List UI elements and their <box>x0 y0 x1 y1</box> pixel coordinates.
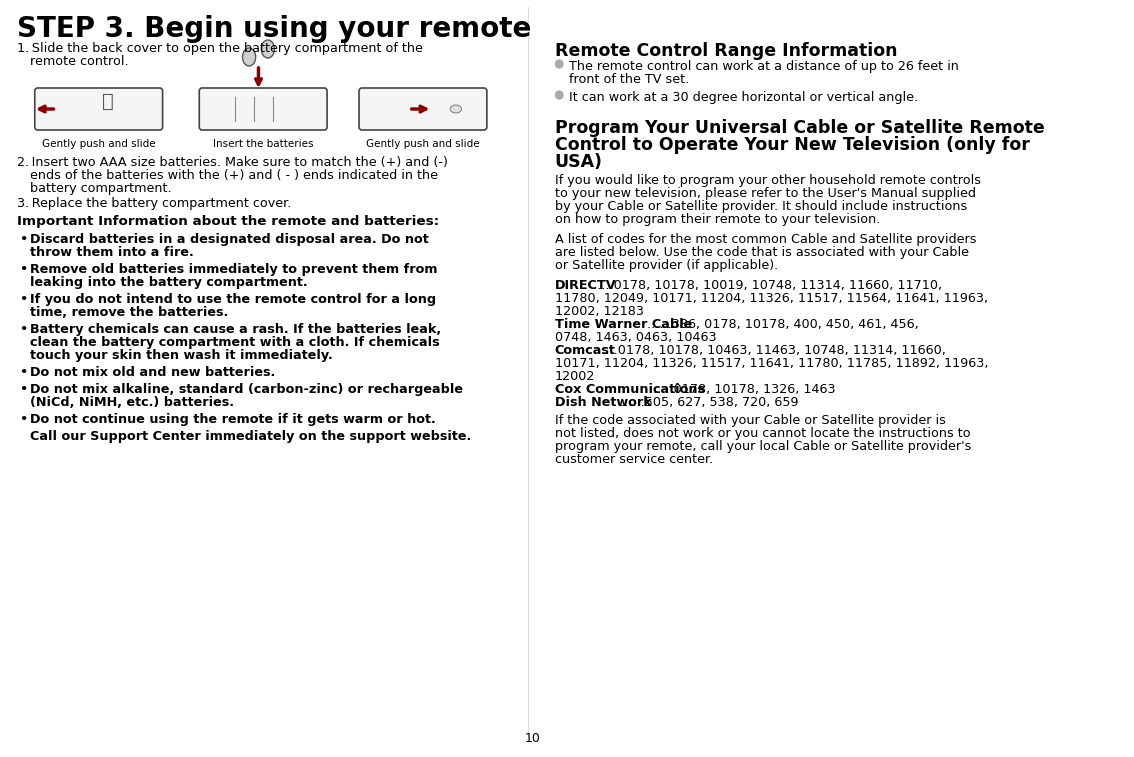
Text: If you do not intend to use the remote control for a long: If you do not intend to use the remote c… <box>31 293 437 306</box>
Text: leaking into the battery compartment.: leaking into the battery compartment. <box>31 276 307 289</box>
Ellipse shape <box>261 40 274 58</box>
Text: Cox Communications: Cox Communications <box>555 383 704 396</box>
Text: program your remote, call your local Cable or Satellite provider's: program your remote, call your local Cab… <box>555 440 971 453</box>
Text: •: • <box>19 233 27 246</box>
Text: •: • <box>19 293 27 306</box>
Text: ......0178, 10178, 10463, 11463, 10748, 11314, 11660,: ......0178, 10178, 10463, 11463, 10748, … <box>593 344 946 357</box>
Text: Dish Network: Dish Network <box>555 396 651 409</box>
Text: Do not continue using the remote if it gets warm or hot.: Do not continue using the remote if it g… <box>31 413 435 426</box>
Text: Remove old batteries immediately to prevent them from: Remove old batteries immediately to prev… <box>31 263 438 276</box>
Text: USA): USA) <box>555 153 602 171</box>
Text: 12002, 12183: 12002, 12183 <box>555 305 643 318</box>
Text: ......505, 627, 538, 720, 659: ......505, 627, 538, 720, 659 <box>620 396 798 409</box>
Text: 0748, 1463, 0463, 10463: 0748, 1463, 0463, 10463 <box>555 331 717 344</box>
Text: •: • <box>19 383 27 396</box>
Text: .....0178, 10178, 1326, 1463: .....0178, 10178, 1326, 1463 <box>653 383 836 396</box>
Text: to your new television, please refer to the User's Manual supplied: to your new television, please refer to … <box>555 187 975 200</box>
Text: 11780, 12049, 10171, 11204, 11326, 11517, 11564, 11641, 11963,: 11780, 12049, 10171, 11204, 11326, 11517… <box>555 292 988 305</box>
Text: ✋: ✋ <box>102 92 113 111</box>
Text: not listed, does not work or you cannot locate the instructions to: not listed, does not work or you cannot … <box>555 427 971 440</box>
Text: STEP 3. Begin using your remote: STEP 3. Begin using your remote <box>17 15 532 43</box>
Text: Do not mix old and new batteries.: Do not mix old and new batteries. <box>31 366 276 379</box>
Text: remote control.: remote control. <box>31 55 128 68</box>
Text: throw them into a fire.: throw them into a fire. <box>31 246 194 259</box>
Text: •: • <box>19 366 27 379</box>
FancyBboxPatch shape <box>359 88 486 130</box>
Text: touch your skin then wash it immediately.: touch your skin then wash it immediately… <box>31 349 332 362</box>
FancyBboxPatch shape <box>35 88 162 130</box>
Text: .....0178, 10178, 10019, 10748, 11314, 11660, 11710,: .....0178, 10178, 10019, 10748, 11314, 1… <box>593 279 942 292</box>
Text: clean the battery compartment with a cloth. If chemicals: clean the battery compartment with a clo… <box>31 336 440 349</box>
Text: on how to program their remote to your television.: on how to program their remote to your t… <box>555 213 880 226</box>
Text: •: • <box>19 263 27 276</box>
Text: 12002: 12002 <box>555 370 595 383</box>
Text: Remote Control Range Information: Remote Control Range Information <box>555 42 897 60</box>
Text: customer service center.: customer service center. <box>555 453 713 466</box>
Text: are listed below. Use the code that is associated with your Cable: are listed below. Use the code that is a… <box>555 246 968 259</box>
Text: Time Warner Cable: Time Warner Cable <box>555 318 692 331</box>
Text: Program Your Universal Cable or Satellite Remote: Program Your Universal Cable or Satellit… <box>555 119 1044 137</box>
Circle shape <box>556 91 562 99</box>
Text: Gently push and slide: Gently push and slide <box>42 139 155 149</box>
Text: battery compartment.: battery compartment. <box>31 182 171 195</box>
Text: (NiCd, NiMH, etc.) batteries.: (NiCd, NiMH, etc.) batteries. <box>31 396 234 409</box>
Text: 2. Insert two AAA size batteries. Make sure to match the (+) and (-): 2. Insert two AAA size batteries. Make s… <box>17 156 448 169</box>
Text: ......386, 0178, 10178, 400, 450, 461, 456,: ......386, 0178, 10178, 400, 450, 461, 4… <box>648 318 919 331</box>
Text: Comcast: Comcast <box>555 344 616 357</box>
Text: 10171, 11204, 11326, 11517, 11641, 11780, 11785, 11892, 11963,: 10171, 11204, 11326, 11517, 11641, 11780… <box>555 357 988 370</box>
FancyBboxPatch shape <box>200 88 327 130</box>
Text: Discard batteries in a designated disposal area. Do not: Discard batteries in a designated dispos… <box>31 233 429 246</box>
Text: A list of codes for the most common Cable and Satellite providers: A list of codes for the most common Cabl… <box>555 233 976 246</box>
Text: time, remove the batteries.: time, remove the batteries. <box>31 306 228 319</box>
Text: DIRECTV: DIRECTV <box>555 279 616 292</box>
Ellipse shape <box>243 48 255 66</box>
Circle shape <box>556 60 562 68</box>
Text: The remote control can work at a distance of up to 26 feet in: The remote control can work at a distanc… <box>568 60 958 73</box>
Text: Battery chemicals can cause a rash. If the batteries leak,: Battery chemicals can cause a rash. If t… <box>31 323 441 336</box>
Text: front of the TV set.: front of the TV set. <box>568 73 688 86</box>
Text: Do not mix alkaline, standard (carbon-zinc) or rechargeable: Do not mix alkaline, standard (carbon-zi… <box>31 383 463 396</box>
Text: Call our Support Center immediately on the support website.: Call our Support Center immediately on t… <box>31 430 472 443</box>
Text: or Satellite provider (if applicable).: or Satellite provider (if applicable). <box>555 259 778 272</box>
Text: ends of the batteries with the (+) and ( - ) ends indicated in the: ends of the batteries with the (+) and (… <box>31 169 438 182</box>
Text: Gently push and slide: Gently push and slide <box>366 139 480 149</box>
Text: 3. Replace the battery compartment cover.: 3. Replace the battery compartment cover… <box>17 197 291 210</box>
Text: If you would like to program your other household remote controls: If you would like to program your other … <box>555 174 981 187</box>
Text: •: • <box>19 413 27 426</box>
Text: If the code associated with your Cable or Satellite provider is: If the code associated with your Cable o… <box>555 414 946 427</box>
Text: •: • <box>19 323 27 336</box>
Text: by your Cable or Satellite provider. It should include instructions: by your Cable or Satellite provider. It … <box>555 200 967 213</box>
Text: Control to Operate Your New Television (only for: Control to Operate Your New Television (… <box>555 136 1030 154</box>
Text: It can work at a 30 degree horizontal or vertical angle.: It can work at a 30 degree horizontal or… <box>568 91 917 104</box>
Text: 10: 10 <box>525 732 541 745</box>
Ellipse shape <box>450 105 462 113</box>
Text: Insert the batteries: Insert the batteries <box>213 139 313 149</box>
Text: Important Information about the remote and batteries:: Important Information about the remote a… <box>17 215 439 228</box>
Text: 1. Slide the back cover to open the battery compartment of the: 1. Slide the back cover to open the batt… <box>17 42 423 55</box>
